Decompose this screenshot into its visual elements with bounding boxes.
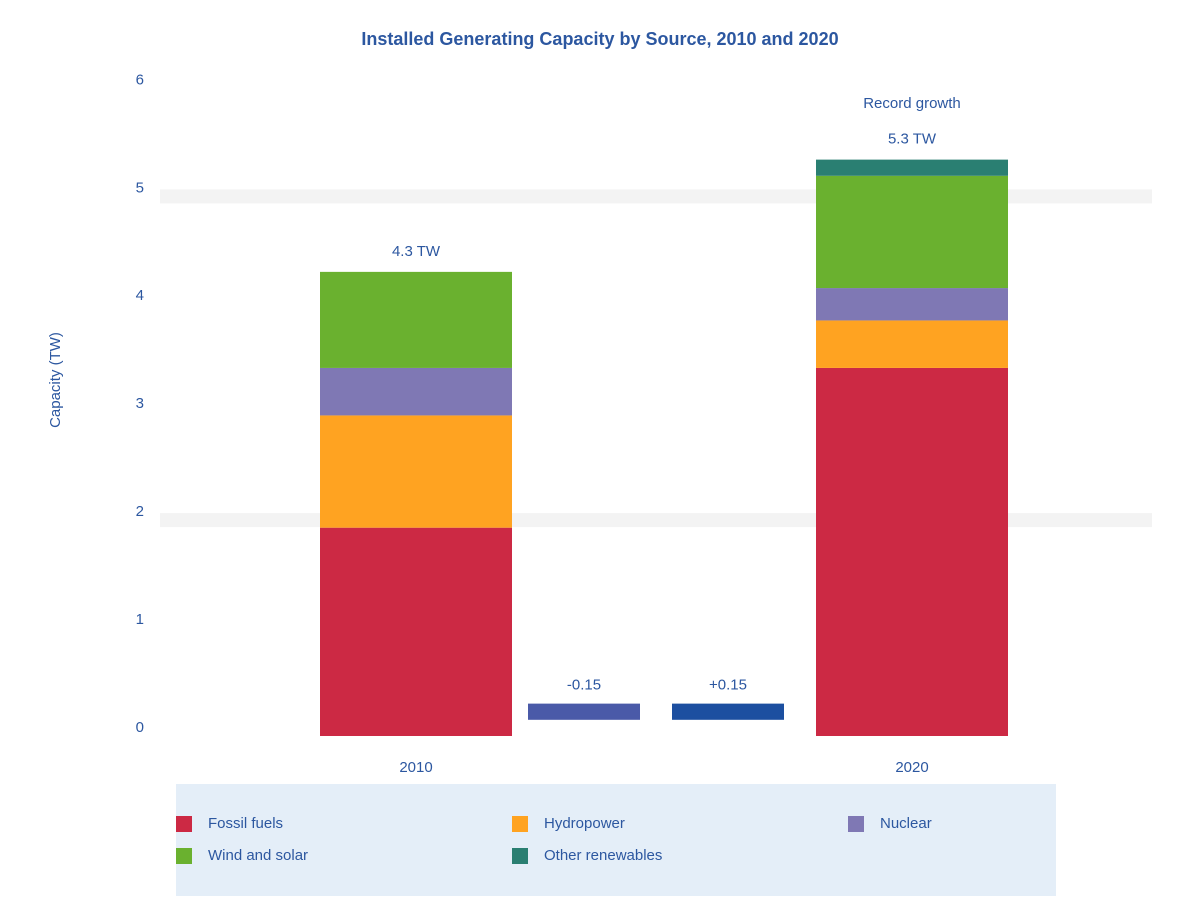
y-tick-label: 3	[136, 395, 144, 412]
bar-segment	[816, 367, 1008, 736]
legend-swatch	[512, 848, 528, 864]
total-label: 5.3 TW	[888, 131, 937, 148]
legend-label: Wind and solar	[208, 847, 308, 864]
legend-label: Hydropower	[544, 815, 625, 832]
legend-swatch	[848, 816, 864, 832]
chart-title: Installed Generating Capacity by Source,…	[361, 29, 838, 49]
bar-segment	[816, 159, 1008, 176]
y-tick-label: 2	[136, 503, 144, 520]
legend-label: Fossil fuels	[208, 815, 283, 832]
bar-segment	[320, 367, 512, 416]
y-axis-title: Capacity (TW)	[47, 332, 64, 428]
total-label: 4.3 TW	[392, 243, 441, 260]
annotation: Record growth	[863, 95, 961, 112]
bridge-label: -0.15	[567, 677, 601, 694]
y-tick-label: 0	[136, 719, 144, 736]
bar-segment	[816, 175, 1008, 289]
bar-segment	[320, 415, 512, 528]
y-tick-label: 4	[136, 287, 144, 304]
legend-swatch	[512, 816, 528, 832]
legend-swatch	[176, 816, 192, 832]
bar-segment	[320, 527, 512, 736]
legend	[176, 784, 1056, 896]
bridge-bar	[528, 703, 640, 720]
legend-swatch	[176, 848, 192, 864]
y-tick-label: 6	[136, 71, 144, 88]
y-tick-label: 1	[136, 611, 144, 628]
legend-label: Nuclear	[880, 815, 932, 832]
x-tick-label: 2010	[399, 759, 432, 776]
legend-label: Other renewables	[544, 847, 662, 864]
bar-segment	[816, 320, 1008, 368]
x-tick-label: 2020	[895, 759, 928, 776]
bar-segment	[320, 271, 512, 368]
bridge-bar	[672, 703, 784, 720]
bridge-label: +0.15	[709, 677, 747, 694]
bar-segment	[816, 288, 1008, 321]
y-tick-label: 5	[136, 179, 144, 196]
